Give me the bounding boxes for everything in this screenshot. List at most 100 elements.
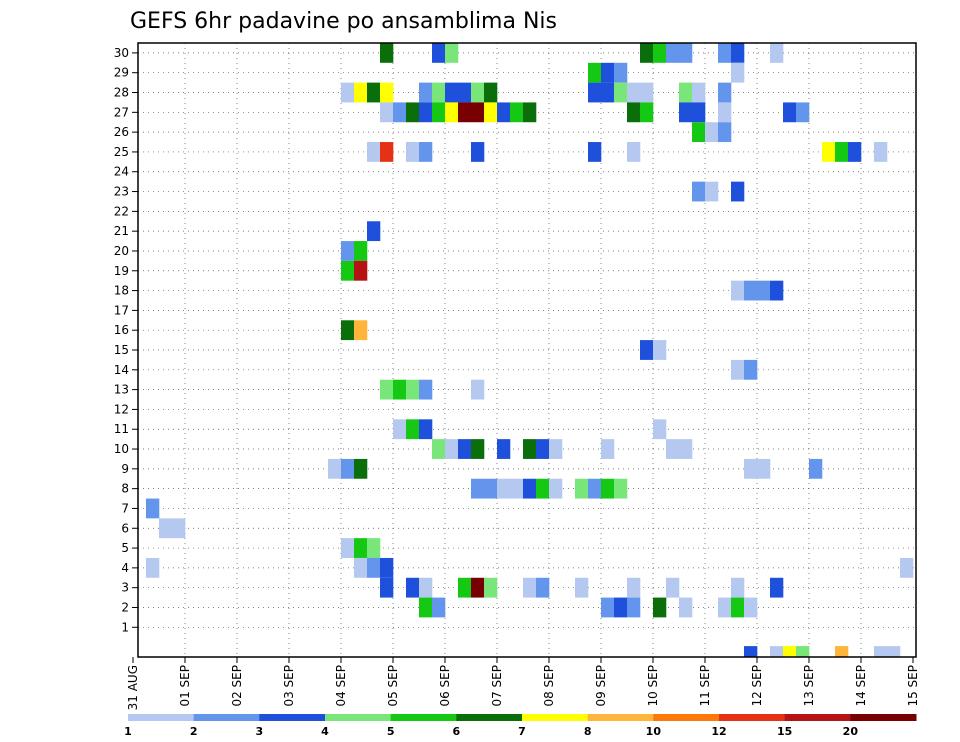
precip-cell — [744, 597, 758, 618]
y-tick-label: 28 — [114, 86, 129, 100]
precip-cell — [848, 142, 862, 162]
legend-swatch — [390, 714, 457, 721]
precip-cell — [653, 419, 667, 440]
precip-cell — [393, 419, 407, 440]
precip-cell — [354, 241, 368, 261]
precip-cell — [484, 102, 498, 123]
precip-cell — [731, 43, 745, 63]
precip-cell — [627, 102, 641, 123]
precip-cell — [484, 577, 498, 598]
precip-cell — [497, 478, 524, 499]
y-tick-label: 3 — [121, 581, 129, 595]
y-tick-label: 2 — [121, 600, 129, 614]
chart-title: GEFS 6hr padavine po ansamblima Nis — [130, 9, 557, 34]
precip-cell — [419, 102, 433, 123]
x-tick-label: 15 SEP — [906, 665, 920, 707]
precip-cell — [523, 478, 537, 499]
precip-cell — [406, 142, 420, 162]
precip-cell — [614, 478, 628, 499]
precip-cell — [380, 142, 394, 162]
precip-cell — [705, 122, 719, 143]
x-tick-label: 10 SEP — [646, 665, 660, 707]
x-tick-label: 03 SEP — [282, 665, 296, 707]
precip-cell — [718, 597, 732, 618]
legend-label: 3 — [256, 725, 264, 738]
x-tick-label: 31 AUG — [126, 665, 140, 710]
precip-cell — [406, 379, 420, 400]
legend-swatch — [456, 714, 523, 721]
precip-cell — [692, 122, 706, 143]
precip-cell — [510, 102, 524, 123]
y-tick-label: 6 — [121, 521, 129, 535]
legend-swatch — [784, 714, 851, 721]
precip-cell — [380, 557, 394, 578]
precip-cell — [484, 82, 498, 103]
precip-cell — [575, 577, 589, 598]
precip-cell — [718, 43, 732, 63]
precip-cell — [380, 102, 394, 123]
precip-cell — [796, 102, 810, 123]
precip-cell — [523, 102, 537, 123]
y-tick-label: 21 — [114, 224, 129, 238]
plot-background — [138, 43, 916, 657]
precip-cell — [874, 646, 901, 657]
y-tick-label: 11 — [114, 422, 129, 436]
precip-cell — [770, 280, 784, 301]
precip-cell — [523, 577, 537, 598]
precip-cell — [497, 439, 511, 459]
x-tick-label: 05 SEP — [386, 665, 400, 707]
precip-cell — [666, 43, 680, 63]
precip-cell — [367, 82, 381, 103]
precip-cell — [419, 419, 433, 440]
precip-cell — [354, 260, 368, 281]
precip-cell — [419, 577, 433, 598]
y-tick-label: 9 — [121, 462, 129, 476]
precip-cell — [471, 439, 485, 459]
precip-cell — [471, 142, 485, 162]
precip-cell — [835, 646, 849, 657]
legend-swatch — [128, 714, 195, 721]
precip-cell — [588, 478, 602, 499]
precip-cell — [471, 577, 485, 598]
legend-swatch — [587, 714, 654, 721]
precip-cell — [432, 597, 446, 618]
legend-label: 20 — [843, 725, 859, 738]
x-tick-label: 04 SEP — [334, 665, 348, 707]
legend-swatch — [653, 714, 720, 721]
legend-label: 6 — [453, 725, 461, 738]
precip-cell — [549, 439, 563, 459]
precip-cell — [796, 646, 810, 657]
precip-cell — [354, 82, 368, 103]
precip-cell — [770, 43, 784, 63]
precip-cell — [705, 181, 719, 202]
precip-cell — [653, 43, 667, 63]
precip-cell — [783, 102, 797, 123]
precip-cell — [536, 577, 550, 598]
y-tick-label: 7 — [121, 501, 129, 515]
precip-cell — [640, 43, 654, 63]
precip-cell — [458, 439, 472, 459]
precip-cell — [783, 646, 797, 657]
precip-cell — [679, 102, 706, 123]
precip-cells — [146, 43, 914, 657]
precip-cell — [146, 498, 160, 519]
precip-cell — [627, 597, 641, 618]
precip-cell — [731, 577, 745, 598]
precip-cell — [341, 82, 355, 103]
precip-cell — [445, 43, 459, 63]
precip-cell — [146, 557, 160, 578]
y-tick-label: 10 — [114, 442, 129, 456]
precip-cell — [731, 597, 745, 618]
y-tick-label: 19 — [114, 264, 129, 278]
precip-cell — [432, 102, 446, 123]
precip-cell — [679, 43, 693, 63]
precip-cell — [367, 538, 381, 558]
precip-cell — [341, 241, 355, 261]
legend-swatch — [193, 714, 260, 721]
precip-cell — [731, 181, 745, 202]
precip-cell — [770, 577, 784, 598]
legend-label: 5 — [387, 725, 395, 738]
y-tick-label: 13 — [114, 383, 129, 397]
y-tick-label: 27 — [114, 105, 129, 119]
